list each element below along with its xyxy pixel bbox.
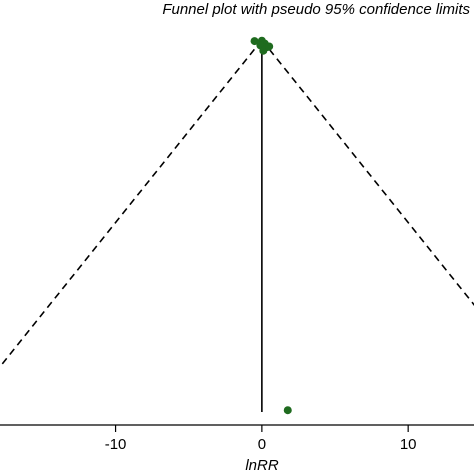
x-tick-label: -10 (105, 436, 127, 453)
x-tick-label: 10 (400, 436, 417, 453)
point (265, 42, 274, 51)
x-axis-label: lnRR (245, 457, 279, 474)
point (283, 406, 292, 415)
reference-line (261, 39, 474, 306)
x-tick-label: 0 (258, 436, 266, 453)
reference-line (0, 39, 263, 369)
point (250, 37, 259, 46)
point (259, 46, 268, 55)
chart-title: Funnel plot with pseudo 95% confidence l… (162, 1, 470, 18)
